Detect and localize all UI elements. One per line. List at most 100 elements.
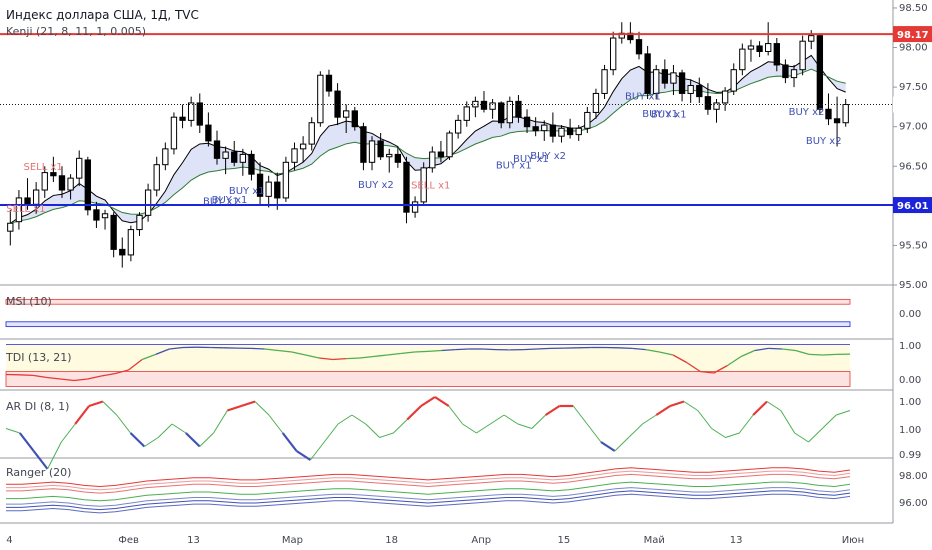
date-tick-label: Апр bbox=[471, 535, 491, 546]
candle bbox=[334, 83, 341, 126]
buy-signal: BUY x1 bbox=[496, 160, 532, 171]
last-price-badge: 97.28 bbox=[897, 101, 929, 112]
ardi-segment bbox=[600, 441, 616, 452]
date-tick-label: 13 bbox=[187, 535, 200, 546]
msi-pane[interactable]: 0.00 bbox=[5, 298, 921, 328]
candle bbox=[187, 96, 195, 127]
buy-signal: BUY x1 bbox=[212, 195, 248, 206]
ranger-tick-label: 96.00 bbox=[899, 498, 928, 509]
buy-signal: BUY x1 bbox=[513, 154, 549, 165]
ardi-segment bbox=[47, 441, 62, 470]
ardi-pane[interactable]: 1.00 1.00 0.99 bbox=[5, 396, 921, 470]
tdi-pane[interactable]: 1.00 0.00 bbox=[5, 341, 921, 387]
candle-body bbox=[239, 153, 247, 163]
candle-body bbox=[93, 209, 100, 221]
ranger-band-line bbox=[6, 467, 851, 488]
candle bbox=[205, 112, 212, 147]
ardi-segment bbox=[199, 432, 214, 447]
candle bbox=[575, 125, 582, 141]
candle-body bbox=[498, 102, 505, 124]
candle bbox=[584, 106, 591, 134]
candle bbox=[153, 156, 160, 197]
ardi-segment bbox=[60, 423, 76, 443]
tdi-segment bbox=[672, 354, 687, 364]
candle bbox=[291, 142, 298, 171]
ranger-pane[interactable]: 98.00 96.00 bbox=[6, 467, 928, 514]
candle bbox=[127, 225, 135, 262]
candle-body bbox=[713, 102, 720, 110]
candle bbox=[670, 64, 677, 96]
candle bbox=[84, 156, 91, 216]
ardi-tick-label: 1.00 bbox=[899, 397, 921, 408]
tdi-segment bbox=[278, 349, 292, 353]
tdi-segment bbox=[60, 378, 75, 382]
tdi-segment bbox=[781, 348, 796, 352]
candle-body bbox=[368, 140, 376, 163]
candle-body bbox=[506, 100, 513, 124]
candle bbox=[343, 104, 350, 134]
candle-body bbox=[162, 148, 169, 166]
candle-body bbox=[196, 102, 203, 126]
tdi-segment bbox=[822, 353, 837, 356]
candle bbox=[420, 162, 427, 206]
candle bbox=[67, 174, 74, 200]
candle bbox=[282, 156, 290, 202]
ardi-segment bbox=[725, 432, 740, 438]
tdi-segment bbox=[754, 347, 769, 352]
candle bbox=[110, 212, 117, 258]
tdi-segment bbox=[373, 354, 388, 358]
ardi-segment bbox=[669, 400, 685, 408]
tdi-segment bbox=[19, 374, 34, 377]
candle-body bbox=[558, 127, 565, 137]
ranger-band-line bbox=[6, 470, 851, 491]
candle bbox=[661, 59, 669, 89]
candle-body bbox=[532, 126, 539, 132]
ardi-segment bbox=[794, 432, 809, 443]
date-tick-label: Май bbox=[644, 535, 665, 546]
kenji-cloud bbox=[10, 55, 846, 224]
candle bbox=[704, 83, 712, 115]
buy-signal: BUY x2 bbox=[358, 180, 394, 191]
candle bbox=[136, 212, 143, 236]
price-tick-label: 95.00 bbox=[899, 280, 928, 291]
candle-body bbox=[463, 106, 470, 121]
indicator-label: Kenji (21, 8, 11, 1, 0.005) bbox=[6, 25, 146, 38]
tdi-segment bbox=[482, 348, 497, 351]
candle-body bbox=[584, 111, 591, 129]
candle-body bbox=[343, 110, 350, 118]
tdi-segment bbox=[33, 374, 47, 379]
ranger-band-line bbox=[6, 473, 851, 494]
msi-label: MSI (10) bbox=[6, 295, 52, 308]
candle bbox=[782, 59, 789, 84]
tdi-segment bbox=[700, 370, 714, 374]
candle bbox=[403, 156, 410, 224]
candle-body bbox=[420, 167, 427, 203]
candle bbox=[58, 166, 66, 198]
candle-body bbox=[609, 37, 617, 71]
candlestick-series[interactable] bbox=[7, 22, 849, 268]
candle bbox=[325, 69, 333, 97]
ardi-segment bbox=[711, 428, 726, 438]
ardi-segment bbox=[32, 450, 49, 470]
candle-body bbox=[41, 172, 48, 191]
candle-body bbox=[7, 222, 14, 232]
ardi-segment bbox=[531, 414, 546, 429]
candle bbox=[799, 35, 806, 76]
date-tick-label: 4 bbox=[6, 535, 12, 546]
candle bbox=[515, 95, 522, 123]
ardi-segment bbox=[766, 401, 782, 411]
ranger-label: Ranger (20) bbox=[6, 466, 71, 479]
candle-body bbox=[489, 102, 496, 110]
buy-signal: BUY x1 bbox=[229, 186, 265, 197]
ranger-band-line bbox=[6, 490, 851, 511]
buy-signal: BUY x1 bbox=[642, 109, 678, 120]
candle-body bbox=[808, 35, 815, 42]
tdi-segment bbox=[46, 376, 61, 380]
ardi-segment bbox=[780, 410, 796, 434]
candle bbox=[713, 98, 720, 123]
sell-signal: SELL x1 bbox=[6, 204, 45, 215]
candle bbox=[739, 43, 746, 76]
candle-body bbox=[790, 69, 798, 79]
tdi-segment bbox=[632, 347, 646, 351]
